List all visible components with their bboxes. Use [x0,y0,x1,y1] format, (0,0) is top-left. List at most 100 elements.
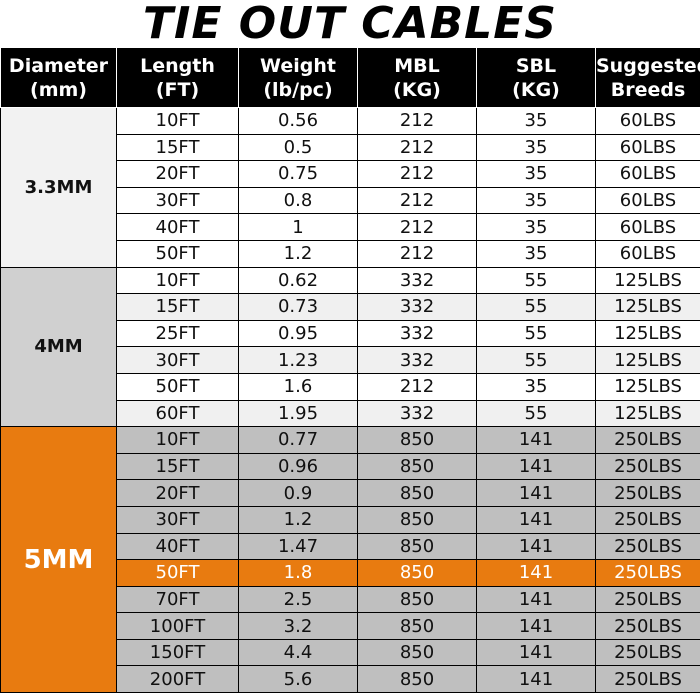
sbl-cell: 141 [476,426,596,454]
length-cell: 20FT [116,160,239,188]
group-4mm: 4MM 10FT 0.62 332 55 125LBS 15FT 0.73 332 55 125LB… [0,266,700,428]
breeds-cell: 250LBS [595,559,700,587]
header-sbl: SBL (KG) [476,47,596,108]
mbl-cell: 212 [357,186,477,215]
mbl-cell: 850 [357,665,477,694]
mbl-cell: 212 [357,372,477,401]
breeds-cell: 125LBS [595,399,700,428]
group-3-3mm: 3.3MM 10FT 0.56 212 35 60LBS 15FT 0.5 212 35 60LBS… [0,107,700,268]
sbl-cell: 35 [476,133,596,162]
breeds-cell: 60LBS [595,107,700,135]
length-cell: 70FT [116,585,239,614]
weight-cell: 2.5 [238,585,358,614]
sbl-cell: 141 [476,559,596,587]
sbl-cell: 141 [476,638,596,667]
table-row: 30FT 1.2 850 141 250LBS [1,505,700,534]
weight-cell: 5.6 [238,665,358,694]
breeds-cell: 60LBS [595,186,700,215]
header-row: Diameter (mm) Length (FT) Weight (lb/pc) MB… [0,47,700,108]
table-row: 30FT 0.8 212 35 60LBS [1,186,700,215]
sbl-cell: 55 [476,293,596,321]
table-row: 100FT 3.2 850 141 250LBS [1,612,700,640]
breeds-cell: 60LBS [595,213,700,241]
breeds-cell: 250LBS [595,665,700,694]
header-mbl: MBL (KG) [357,47,477,108]
breeds-cell: 250LBS [595,452,700,481]
breeds-cell: 250LBS [595,638,700,667]
diameter-cell: 3.3MM [0,107,117,268]
length-cell: 60FT [116,399,239,428]
table-row: 70FT 2.5 850 141 250LBS [1,585,700,614]
weight-cell: 1.6 [238,372,358,401]
weight-cell: 1.2 [238,239,358,268]
breeds-cell: 60LBS [595,133,700,162]
mbl-cell: 850 [357,585,477,614]
length-cell: 30FT [116,186,239,215]
length-cell: 15FT [116,293,239,321]
mbl-cell: 850 [357,559,477,587]
breeds-cell: 125LBS [595,266,700,295]
length-cell: 200FT [116,665,239,694]
breeds-cell: 125LBS [595,372,700,401]
table-row: 25FT 0.95 332 55 125LBS [1,319,700,348]
mbl-cell: 212 [357,213,477,241]
breeds-cell: 250LBS [595,479,700,507]
sbl-cell: 55 [476,319,596,348]
mbl-cell: 332 [357,399,477,428]
weight-cell: 0.62 [238,266,358,295]
table-row: 40FT 1 212 35 60LBS [1,213,700,241]
weight-cell: 0.96 [238,452,358,481]
breeds-cell: 250LBS [595,612,700,640]
breeds-cell: 125LBS [595,293,700,321]
spec-table: Diameter (mm) Length (FT) Weight (lb/pc) MB… [0,47,700,694]
sbl-cell: 55 [476,346,596,374]
mbl-cell: 850 [357,452,477,481]
sbl-cell: 55 [476,399,596,428]
sbl-cell: 35 [476,239,596,268]
table-row: 5MM 10FT 0.77 850 141 250LBS [0,426,700,694]
diameter-cell: 4MM [0,266,117,428]
breeds-cell: 250LBS [595,426,700,454]
table-row: 20FT 0.9 850 141 250LBS [1,479,700,507]
mbl-cell: 212 [357,107,477,135]
length-cell: 50FT [116,239,239,268]
table-row: 40FT 1.47 850 141 250LBS [1,532,700,561]
mbl-cell: 332 [357,319,477,348]
weight-cell: 1.95 [238,399,358,428]
weight-cell: 0.73 [238,293,358,321]
breeds-cell: 60LBS [595,239,700,268]
breeds-cell: 125LBS [595,346,700,374]
weight-cell: 0.95 [238,319,358,348]
length-cell: 10FT [116,107,239,135]
mbl-cell: 332 [357,293,477,321]
length-cell: 50FT [116,559,239,587]
mbl-cell: 850 [357,505,477,534]
length-cell: 150FT [116,638,239,667]
length-cell: 30FT [116,346,239,374]
length-cell: 40FT [116,532,239,561]
mbl-cell: 850 [357,426,477,454]
length-cell: 15FT [116,133,239,162]
mbl-cell: 332 [357,266,477,295]
weight-cell: 0.9 [238,479,358,507]
breeds-cell: 250LBS [595,505,700,534]
table-row: 50FT 1.8 850 141 250LBS [1,559,700,587]
weight-cell: 0.5 [238,133,358,162]
header-length: Length (FT) [116,47,239,108]
breeds-cell: 250LBS [595,532,700,561]
weight-cell: 1.2 [238,505,358,534]
header-diameter: Diameter (mm) [0,47,117,108]
length-cell: 10FT [116,426,239,454]
weight-cell: 0.75 [238,160,358,188]
weight-cell: 0.77 [238,426,358,454]
header-weight: Weight (lb/pc) [238,47,358,108]
table-row: 50FT 1.6 212 35 125LBS [1,372,700,401]
sbl-cell: 141 [476,532,596,561]
mbl-cell: 850 [357,532,477,561]
length-cell: 50FT [116,372,239,401]
sbl-cell: 141 [476,479,596,507]
table-row: 15FT 0.96 850 141 250LBS [1,452,700,481]
table-row: 15FT 0.73 332 55 125LBS [1,293,700,321]
sbl-cell: 35 [476,186,596,215]
